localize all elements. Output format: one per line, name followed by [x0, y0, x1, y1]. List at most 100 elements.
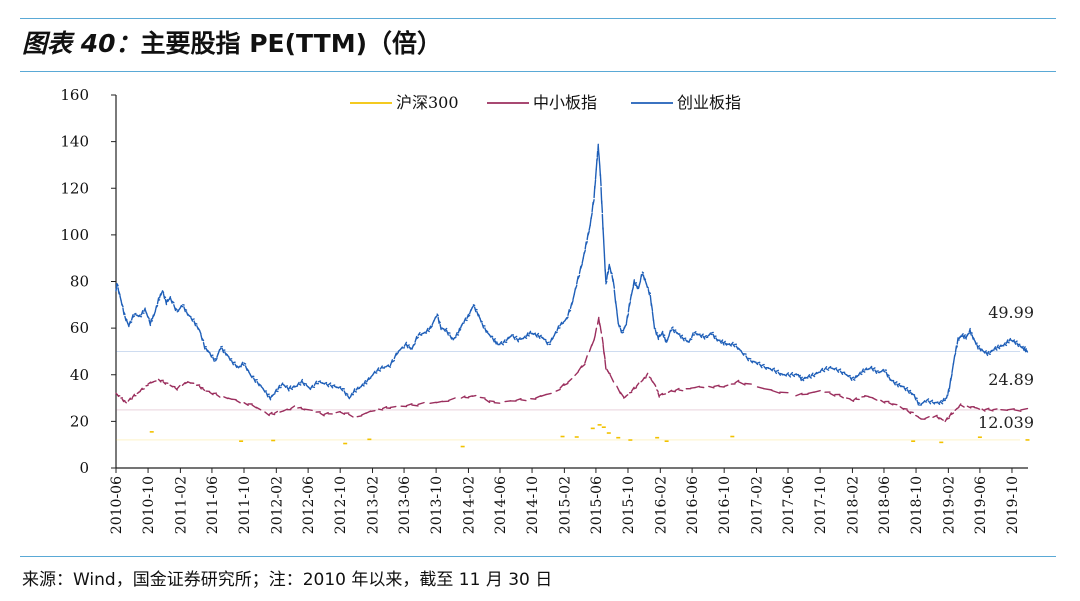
- data-point: [953, 352, 957, 357]
- data-point: [587, 230, 590, 236]
- x-tick-label: 2016-10: [717, 476, 733, 534]
- data-point: [339, 387, 344, 392]
- data-point: [906, 409, 912, 415]
- data-point: [240, 361, 244, 367]
- data-point: [650, 302, 654, 312]
- data-point: [643, 377, 647, 379]
- data-point: [635, 382, 640, 388]
- data-point: [123, 311, 126, 315]
- data-point: [435, 400, 444, 404]
- data-point: [689, 386, 696, 389]
- y-tick-label: 100: [60, 226, 89, 244]
- x-tick-label: 2019-10: [1005, 476, 1021, 534]
- data-point: [534, 333, 538, 338]
- data-point: [363, 380, 367, 385]
- data-point: [946, 417, 950, 420]
- data-point: [577, 274, 581, 280]
- data-point: [988, 353, 991, 356]
- data-point: [967, 332, 970, 335]
- data-point: [807, 374, 811, 378]
- data-point: [678, 389, 684, 392]
- data-point: [443, 328, 446, 332]
- x-tick-label: 2013-02: [366, 476, 382, 534]
- data-point: [619, 391, 625, 398]
- data-point: [389, 359, 394, 367]
- data-point: [997, 346, 1001, 350]
- data-point: [604, 359, 607, 370]
- data-point: [603, 241, 606, 257]
- data-point: [163, 295, 167, 299]
- data-point: [773, 369, 778, 375]
- data-point: [612, 278, 616, 289]
- data-point: [290, 405, 296, 410]
- data-point: [988, 409, 994, 412]
- data-point: [545, 392, 552, 396]
- data-point: [771, 389, 781, 394]
- axes-layer: 0 20 40 60 80 100 120 140 160 2010-06 2010-10 2011-…: [60, 86, 1028, 534]
- x-tick-label: 2013-10: [429, 476, 445, 534]
- data-point: [174, 386, 178, 391]
- data-point: [798, 374, 801, 377]
- data-point: [264, 411, 270, 417]
- data-point: [297, 406, 302, 409]
- data-point: [756, 361, 761, 364]
- data-point: [812, 374, 816, 378]
- data-point: [360, 412, 367, 416]
- annotations-layer: 49.99 24.89 12.039: [978, 303, 1034, 432]
- data-point: [559, 321, 563, 327]
- data-point: [477, 313, 480, 317]
- data-point: [395, 351, 399, 356]
- data-point: [376, 367, 380, 372]
- data-point: [956, 406, 960, 410]
- data-point: [437, 316, 440, 325]
- legend-label: 中小板指: [533, 93, 597, 112]
- data-point: [609, 374, 615, 383]
- data-point: [425, 327, 429, 333]
- data-point: [882, 369, 886, 373]
- data-point: [978, 347, 982, 352]
- data-point: [674, 387, 680, 392]
- data-point: [1006, 408, 1015, 411]
- data-point: [601, 336, 604, 345]
- data-point: [859, 372, 863, 376]
- data-point: [223, 396, 229, 400]
- data-point: [567, 378, 573, 384]
- data-point: [517, 337, 521, 341]
- data-point: [536, 332, 540, 336]
- data-point: [960, 404, 965, 408]
- data-point: [852, 378, 856, 381]
- data-point: [835, 368, 840, 373]
- data-point: [807, 391, 815, 395]
- data-point: [407, 344, 410, 347]
- data-point: [640, 273, 644, 277]
- data-point: [288, 385, 292, 390]
- data-point: [555, 388, 561, 392]
- data-point: [744, 382, 752, 385]
- data-point: [559, 383, 565, 389]
- value-annotation: 49.99: [988, 303, 1034, 322]
- data-point: [116, 283, 119, 287]
- data-point: [339, 411, 346, 415]
- data-point: [176, 310, 180, 313]
- y-tick-label: 160: [60, 86, 89, 104]
- data-point: [325, 383, 330, 388]
- data-point: [646, 286, 650, 289]
- x-tick-label: 2016-02: [653, 476, 669, 534]
- data-point: [381, 406, 388, 410]
- data-point: [712, 333, 716, 340]
- x-tick-label: 2018-02: [845, 476, 861, 534]
- data-point: [515, 397, 522, 402]
- data-point: [331, 384, 336, 387]
- data-point: [545, 340, 549, 346]
- data-point: [827, 365, 832, 370]
- data-point: [771, 367, 776, 371]
- data-point: [657, 392, 660, 398]
- data-point: [648, 291, 652, 294]
- data-point: [255, 406, 262, 411]
- data-point: [940, 402, 944, 405]
- data-point: [750, 360, 754, 364]
- data-point: [977, 345, 981, 348]
- data-point: [429, 401, 437, 405]
- data-point: [591, 339, 595, 347]
- y-tick-label: 80: [70, 273, 89, 291]
